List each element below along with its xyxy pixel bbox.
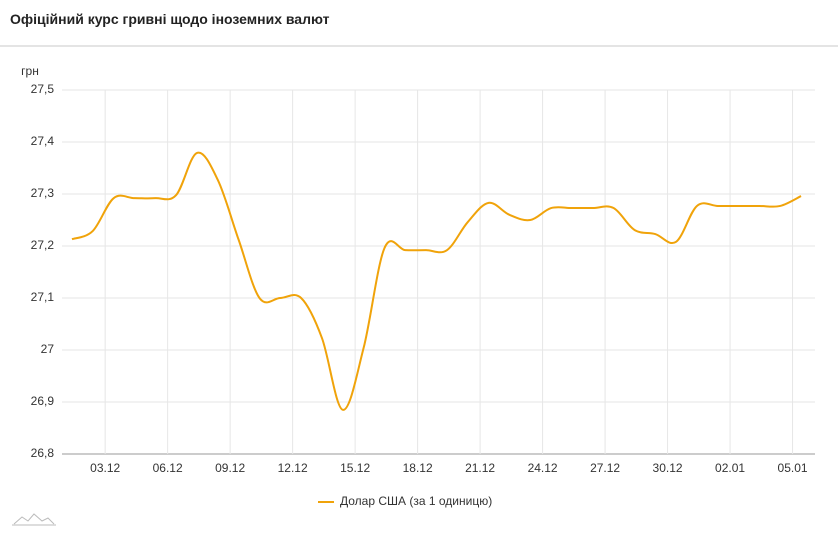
x-tick-label: 02.01 — [715, 461, 745, 475]
y-tick-label: 26,8 — [31, 446, 55, 460]
x-tick-label: 06.12 — [153, 461, 183, 475]
x-tick-label: 03.12 — [90, 461, 120, 475]
page-title: Офіційний курс гривні щодо іноземних вал… — [10, 11, 330, 27]
y-tick-label: 27,2 — [31, 238, 55, 252]
y-tick-label: 27,5 — [31, 82, 55, 96]
x-tick-label: 30.12 — [653, 461, 683, 475]
y-tick-label: 26,9 — [31, 394, 55, 408]
x-tick-label: 18.12 — [403, 461, 433, 475]
x-tick-label: 27.12 — [590, 461, 620, 475]
x-tick-label: 21.12 — [465, 461, 495, 475]
x-tick-label: 12.12 — [278, 461, 308, 475]
separator — [0, 45, 838, 47]
y-tick-label: 27,1 — [31, 290, 55, 304]
series-line — [71, 151, 802, 411]
y-tick-label: 27 — [41, 342, 55, 356]
y-tick-label: 27,4 — [31, 134, 55, 148]
x-tick-label: 05.01 — [778, 461, 808, 475]
x-tick-label: 09.12 — [215, 461, 245, 475]
legend-label: Долар США (за 1 одиницю) — [340, 494, 492, 508]
x-tick-label: 15.12 — [340, 461, 370, 475]
y-axis-label: грн — [21, 64, 39, 78]
x-tick-label: 24.12 — [528, 461, 558, 475]
y-tick-label: 27,3 — [31, 186, 55, 200]
logo — [12, 513, 56, 526]
